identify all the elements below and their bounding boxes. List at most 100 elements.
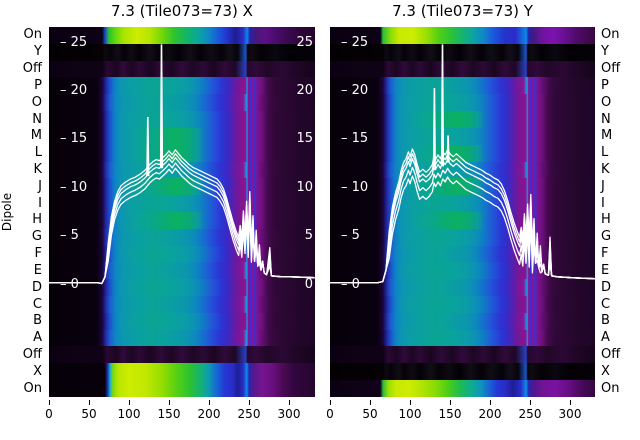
- spectrum-line: [49, 153, 315, 285]
- heatmap-row-p-3: [330, 77, 595, 95]
- dipole-label-right-i-10: I: [601, 195, 605, 211]
- heatmap-row-k-8: [330, 161, 595, 179]
- heatmap-row-off-2: [330, 60, 595, 78]
- dipole-label-left-on-21: On: [23, 380, 42, 396]
- spectrum-line: [330, 148, 595, 284]
- dipole-label-right-a-18: A: [601, 330, 610, 346]
- x-tick-mark: [570, 400, 571, 405]
- spectrum-line: [49, 149, 315, 285]
- spectrum-curves: [330, 44, 595, 284]
- dipole-label-right-c-16: C: [601, 296, 611, 312]
- dipole-label-left-n-5: N: [32, 111, 42, 127]
- heatmap-row-a-18: [49, 329, 315, 347]
- dipole-label-right-y-1: Y: [601, 44, 609, 60]
- heatmap-row-o-4: [49, 94, 315, 112]
- plot-title-right: 7.3 (Tile073=73) Y: [392, 2, 533, 20]
- x-tick-mark: [450, 400, 451, 405]
- dipole-label-right-x-20: X: [601, 363, 610, 379]
- heatmap-row-l-7: [330, 144, 595, 162]
- heatmap-row-on-21: [330, 380, 595, 397]
- y-axis-label: Dipole: [0, 192, 14, 232]
- x-tick-label: 100: [398, 407, 422, 421]
- dipole-label-left-k-8: K: [33, 161, 42, 177]
- heatmap-row-x-20: [330, 363, 595, 381]
- heatmap-row-on-0: [49, 27, 315, 44]
- heatmap-rows: [49, 27, 315, 397]
- dipole-label-left-i-10: I: [38, 195, 42, 211]
- dipole-label-right-m-6: M: [601, 128, 613, 144]
- x-tick-mark: [49, 400, 50, 405]
- dipole-label-right-g-12: G: [601, 229, 612, 245]
- heatmap-row-a-18: [330, 329, 595, 347]
- dipole-label-left-l-7: L: [34, 145, 42, 161]
- x-tick-label: 300: [558, 407, 582, 421]
- dipole-label-left-off-2: Off: [22, 61, 42, 77]
- dipole-label-left-p-3: P: [34, 77, 42, 93]
- dipole-label-right-on-21: On: [601, 380, 620, 396]
- heatmap-row-off-19: [330, 346, 595, 364]
- spectrum-line: [49, 167, 315, 285]
- x-tick-label: 250: [518, 407, 542, 421]
- plot-title-left: 7.3 (Tile073=73) X: [111, 2, 253, 20]
- spectrum-line: [330, 175, 595, 284]
- x-tick-label: 250: [237, 407, 261, 421]
- dipole-label-left-on-0: On: [23, 27, 42, 43]
- dipole-label-right-l-7: L: [601, 145, 609, 161]
- heatmap-row-y-1: [49, 43, 315, 61]
- dipole-label-right-f-13: F: [601, 246, 609, 262]
- x-tick-mark: [249, 400, 250, 405]
- x-tick-mark: [410, 400, 411, 405]
- spectrum-spike: [440, 44, 445, 167]
- x-tick-label: 50: [81, 407, 97, 421]
- heatmap-row-y-1: [330, 43, 595, 61]
- dipole-label-left-a-18: A: [33, 330, 42, 346]
- heatmap-row-m-6: [49, 127, 315, 145]
- dipole-label-right-o-4: O: [601, 94, 612, 110]
- dipole-label-left-e-14: E: [33, 262, 42, 278]
- dipole-label-left-h-11: H: [32, 212, 42, 228]
- dipole-label-right-d-15: D: [601, 279, 612, 295]
- dipole-label-right-e-14: E: [601, 262, 610, 278]
- x-tick-label: 100: [117, 407, 141, 421]
- heatmap-row-o-4: [330, 94, 595, 112]
- heatmap-row-k-8: [49, 161, 315, 179]
- dipole-label-right-p-3: P: [601, 77, 609, 93]
- x-tick-label: 200: [197, 407, 221, 421]
- heatmap-row-d-15: [49, 279, 315, 296]
- x-tick-mark: [530, 400, 531, 405]
- dipole-label-left-g-12: G: [31, 229, 42, 245]
- heatmap-row-e-14: [49, 262, 315, 280]
- x-tick-mark: [490, 400, 491, 405]
- heatmap-row-j-9: [49, 178, 315, 196]
- x-tick-mark: [209, 400, 210, 405]
- heatmap-row-p-3: [49, 77, 315, 95]
- dipole-label-right-n-5: N: [601, 111, 611, 127]
- heatmap-row-on-21: [49, 380, 315, 397]
- dipole-label-left-c-16: C: [32, 296, 42, 312]
- spectrum-spike: [159, 44, 164, 169]
- dipole-label-left-f-13: F: [34, 246, 42, 262]
- heatmap-row-c-16: [49, 296, 315, 313]
- dipole-label-left-j-9: J: [38, 178, 42, 194]
- heatmap-row-x-20: [49, 363, 315, 381]
- dipole-label-right-off-19: Off: [601, 346, 621, 362]
- heatmap-plot-y: – 25– 20– 15– 10– 5– 0: [330, 27, 595, 397]
- heatmap-row-b-17: [49, 312, 315, 330]
- dipole-label-left-b-17: B: [33, 313, 42, 329]
- heatmap-row-off-2: [49, 60, 315, 78]
- heatmap-row-l-7: [49, 144, 315, 162]
- x-tick-mark: [289, 400, 290, 405]
- spectrum-spike: [146, 116, 150, 177]
- x-tick-mark: [129, 400, 130, 405]
- spectrum-line: [330, 153, 595, 284]
- heatmap-row-n-5: [330, 111, 595, 128]
- x-tick-label: 200: [478, 407, 502, 421]
- heatmap-row-off-19: [49, 346, 315, 364]
- spectrum-spike: [432, 87, 436, 171]
- spectrum-spike: [446, 135, 450, 163]
- dipole-label-left-x-20: X: [33, 363, 42, 379]
- x-tick-mark: [370, 400, 371, 405]
- heatmap-row-on-0: [330, 27, 595, 44]
